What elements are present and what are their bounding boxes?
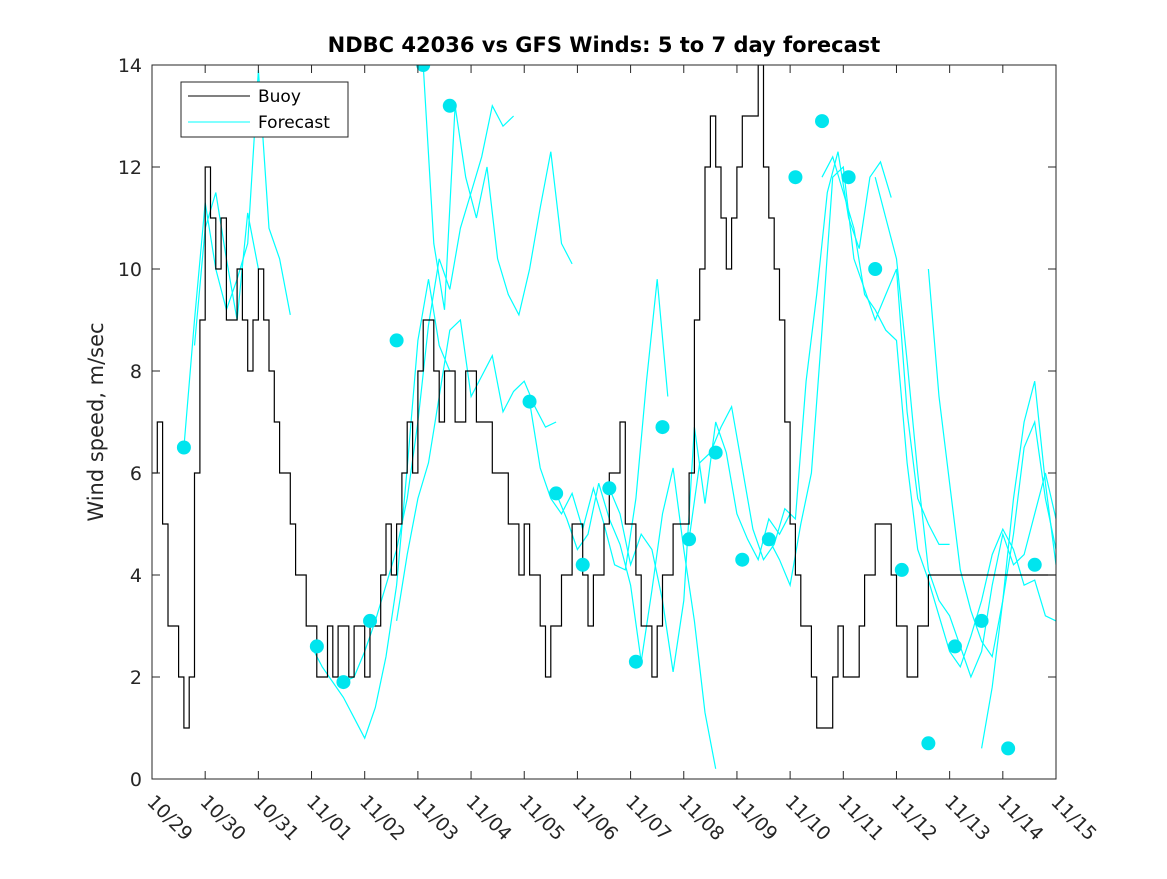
forecast-marker xyxy=(1001,741,1016,756)
forecast-marker xyxy=(868,262,883,276)
x-tick-label: 11/04 xyxy=(462,791,516,845)
forecast-series-line xyxy=(981,381,1056,749)
forecast-marker xyxy=(628,654,643,669)
forecast-marker xyxy=(735,552,750,567)
y-axis-label: Wind speed, m/sec xyxy=(84,322,108,521)
chart-title: NDBC 42036 vs GFS Winds: 5 to 7 day fore… xyxy=(328,33,881,57)
forecast-series-line xyxy=(422,65,573,317)
legend-forecast-label: Forecast xyxy=(258,113,330,133)
x-tick-label: 11/13 xyxy=(940,791,994,845)
x-tick-label: 11/10 xyxy=(781,791,835,845)
plot-frame xyxy=(151,64,1057,780)
x-tick-label: 11/02 xyxy=(355,791,409,845)
forecast-marker xyxy=(894,562,909,577)
legend-box xyxy=(180,81,349,138)
y-tick-label: 4 xyxy=(130,565,142,587)
x-tick-label: 11/05 xyxy=(515,791,569,845)
y-tick-label: 8 xyxy=(130,361,142,383)
forecast-marker xyxy=(522,394,537,409)
forecast-series-line xyxy=(310,279,451,740)
forecast-series-line xyxy=(874,177,1056,679)
y-tick-label: 0 xyxy=(130,769,142,791)
forecast-marker xyxy=(921,736,936,751)
forecast-marker xyxy=(416,65,431,72)
y-tick-label: 12 xyxy=(118,157,142,179)
forecast-marker xyxy=(655,420,670,435)
forecast-marker xyxy=(841,170,856,185)
x-tick-label: 11/14 xyxy=(993,791,1047,845)
x-tick-label: 11/07 xyxy=(621,791,675,845)
y-tick-label: 14 xyxy=(118,55,142,77)
forecast-marker xyxy=(389,333,404,348)
y-tick-label: 6 xyxy=(130,463,142,485)
forecast-marker xyxy=(309,639,324,654)
forecast-series-line xyxy=(768,165,950,588)
x-tick-label: 10/30 xyxy=(196,791,250,845)
forecast-marker xyxy=(815,114,830,129)
legend[interactable]: Buoy Forecast xyxy=(180,81,349,138)
legend-buoy-label: Buoy xyxy=(258,87,301,107)
forecast-marker xyxy=(947,639,962,654)
plot-area xyxy=(152,65,1056,779)
y-tick-label: 10 xyxy=(118,259,142,281)
forecast-marker xyxy=(974,613,989,628)
x-tick-label: 11/15 xyxy=(1046,791,1100,845)
x-tick-label: 10/29 xyxy=(142,791,196,845)
series-group xyxy=(152,65,1056,769)
y-tick-label: 2 xyxy=(130,667,142,689)
forecast-marker xyxy=(549,486,564,501)
forecast-series-line xyxy=(927,268,1056,659)
forecast-marker xyxy=(788,170,803,185)
x-tick-label: 11/11 xyxy=(834,791,888,845)
forecast-marker xyxy=(442,98,457,113)
x-tick-label: 11/09 xyxy=(727,791,781,845)
x-tick-label: 11/06 xyxy=(568,791,622,845)
forecast-marker xyxy=(708,445,723,460)
buoy-series-line xyxy=(152,65,1056,729)
x-tick-label: 11/12 xyxy=(887,791,941,845)
x-tick-label: 11/03 xyxy=(408,791,462,845)
x-tick-label: 11/08 xyxy=(674,791,728,845)
forecast-series-line xyxy=(343,104,515,683)
forecast-marker xyxy=(761,532,776,547)
x-tick-label: 10/31 xyxy=(249,791,303,845)
forecast-marker xyxy=(1027,557,1042,572)
forecast-marker xyxy=(176,440,191,455)
forecast-marker xyxy=(682,532,697,547)
forecast-marker xyxy=(575,557,590,572)
x-tick-label: 11/01 xyxy=(302,791,356,845)
forecast-series-line xyxy=(529,279,669,571)
forecast-marker xyxy=(602,481,617,496)
forecast-marker xyxy=(363,613,378,628)
forecast-marker xyxy=(336,675,351,690)
data-layer xyxy=(152,65,1056,769)
